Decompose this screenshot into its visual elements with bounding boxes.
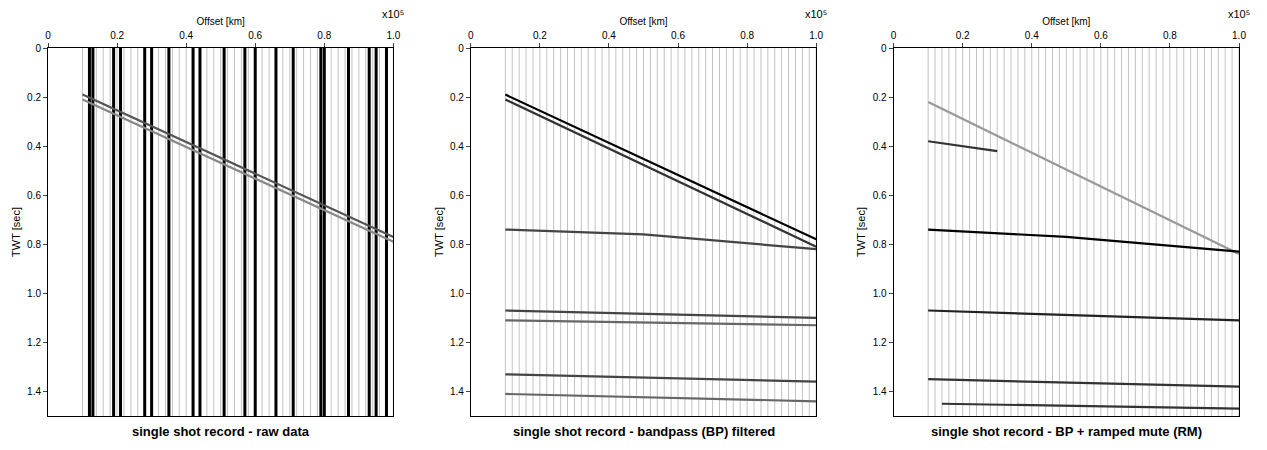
svg-text:0.8: 0.8 [450, 239, 464, 250]
svg-text:0.8: 0.8 [317, 30, 331, 41]
svg-text:1.0: 1.0 [450, 288, 464, 299]
svg-text:Offset [km]: Offset [km] [1042, 16, 1090, 27]
svg-text:0.8: 0.8 [740, 30, 754, 41]
svg-text:1.4: 1.4 [27, 386, 41, 397]
svg-text:0.4: 0.4 [450, 141, 464, 152]
svg-text:0: 0 [891, 30, 897, 41]
svg-text:0.8: 0.8 [1163, 30, 1177, 41]
svg-text:Offset [km]: Offset [km] [197, 16, 245, 27]
svg-text:0: 0 [468, 30, 474, 41]
svg-text:0.8: 0.8 [27, 239, 41, 250]
svg-text:0.6: 0.6 [450, 190, 464, 201]
svg-text:single shot record - raw data: single shot record - raw data [132, 424, 310, 439]
svg-text:x10⁵: x10⁵ [805, 8, 827, 20]
svg-text:0.6: 0.6 [873, 190, 887, 201]
svg-text:single shot record - bandpass: single shot record - bandpass (BP) filte… [513, 424, 775, 439]
svg-text:0: 0 [458, 43, 464, 54]
svg-text:0.4: 0.4 [179, 30, 193, 41]
svg-text:0.4: 0.4 [873, 141, 887, 152]
svg-text:1.0: 1.0 [873, 288, 887, 299]
svg-text:TWT [sec]: TWT [sec] [10, 207, 22, 257]
svg-text:1.0: 1.0 [27, 288, 41, 299]
svg-text:0.2: 0.2 [533, 30, 547, 41]
svg-text:single shot record - BP + ramp: single shot record - BP + ramped mute (R… [931, 424, 1202, 439]
svg-text:1.0: 1.0 [809, 30, 823, 41]
svg-text:0: 0 [45, 30, 51, 41]
svg-text:0.2: 0.2 [110, 30, 124, 41]
svg-text:0.2: 0.2 [27, 92, 41, 103]
svg-text:1.0: 1.0 [1232, 30, 1246, 41]
svg-text:0.6: 0.6 [248, 30, 262, 41]
svg-text:0.4: 0.4 [27, 141, 41, 152]
svg-text:0.4: 0.4 [602, 30, 616, 41]
svg-text:0.8: 0.8 [873, 239, 887, 250]
svg-text:0.6: 0.6 [1094, 30, 1108, 41]
svg-text:Offset [km]: Offset [km] [619, 16, 667, 27]
svg-text:0.4: 0.4 [1025, 30, 1039, 41]
svg-text:1.2: 1.2 [27, 337, 41, 348]
svg-text:0.6: 0.6 [671, 30, 685, 41]
svg-text:0: 0 [881, 43, 887, 54]
svg-text:0.2: 0.2 [956, 30, 970, 41]
svg-text:0.6: 0.6 [27, 190, 41, 201]
svg-text:0.2: 0.2 [873, 92, 887, 103]
svg-text:TWT [sec]: TWT [sec] [855, 207, 867, 257]
svg-text:1.2: 1.2 [873, 337, 887, 348]
svg-text:1.0: 1.0 [386, 30, 400, 41]
svg-text:TWT [sec]: TWT [sec] [433, 207, 445, 257]
svg-text:x10⁵: x10⁵ [1228, 8, 1250, 20]
svg-text:x10⁵: x10⁵ [382, 8, 404, 20]
svg-text:0: 0 [35, 43, 41, 54]
svg-text:1.2: 1.2 [450, 337, 464, 348]
svg-text:0.2: 0.2 [450, 92, 464, 103]
svg-text:1.4: 1.4 [873, 386, 887, 397]
svg-text:1.4: 1.4 [450, 386, 464, 397]
